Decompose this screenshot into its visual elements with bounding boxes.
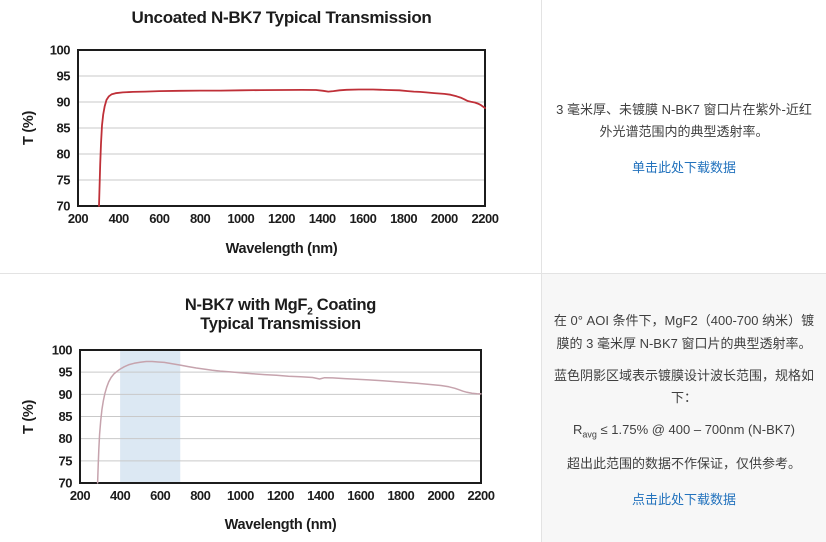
coated-chart-panel: N-BK7 with MgF2 Coating Typical Transmis… <box>0 273 541 542</box>
svg-text:1800: 1800 <box>390 211 417 226</box>
svg-text:800: 800 <box>190 211 210 226</box>
uncoated-chart-title: Uncoated N-BK7 Typical Transmission <box>131 8 432 27</box>
svg-text:1600: 1600 <box>349 211 376 226</box>
uncoated-description-panel: 3 毫米厚、未镀膜 N-BK7 窗口片在紫外-近红外光谱范围内的典型透射率。 单… <box>542 0 826 273</box>
svg-text:1200: 1200 <box>268 211 295 226</box>
spec-subscript: avg <box>582 429 597 440</box>
svg-text:1000: 1000 <box>227 488 254 503</box>
svg-text:70: 70 <box>57 199 71 214</box>
svg-text:75: 75 <box>57 173 71 188</box>
svg-text:85: 85 <box>57 121 71 136</box>
svg-text:600: 600 <box>150 488 170 503</box>
coated-x-axis-label: Wavelength (nm) <box>224 517 337 533</box>
uncoated-description-text: 3 毫米厚、未镀膜 N-BK7 窗口片在紫外-近红外光谱范围内的典型透射率。 <box>556 102 812 140</box>
horizontal-divider <box>0 273 826 274</box>
uncoated-transmission-plot: 70 75 80 85 90 95 100 200 400 600 800 1000 1200 1400 1… <box>50 43 499 227</box>
svg-text:1000: 1000 <box>227 211 254 226</box>
svg-text:80: 80 <box>57 147 71 162</box>
svg-text:75: 75 <box>59 453 73 468</box>
spec-rest: ≤ 1.75% @ 400 – 700nm (N-BK7) <box>596 421 795 437</box>
svg-text:1800: 1800 <box>387 488 414 503</box>
svg-text:100: 100 <box>50 43 70 58</box>
svg-text:85: 85 <box>59 409 73 424</box>
svg-text:2200: 2200 <box>468 488 495 503</box>
vertical-divider <box>541 0 542 542</box>
coated-disclaimer-text: 超出此范围的数据不作保证，仅供参考。 <box>566 455 801 471</box>
coated-description-text: 在 0° AOI 条件下，MgF2（400-700 纳米）镀膜的 3 毫米厚 N… <box>553 313 815 351</box>
uncoated-x-axis-label: Wavelength (nm) <box>225 241 338 257</box>
coated-title-line2: Typical Transmission <box>200 315 361 333</box>
svg-text:1600: 1600 <box>347 488 374 503</box>
svg-text:70: 70 <box>59 476 73 491</box>
uncoated-download-data-link[interactable]: 单击此处下载数据 <box>631 160 736 176</box>
svg-text:400: 400 <box>110 488 130 503</box>
svg-text:90: 90 <box>59 387 73 402</box>
svg-text:1200: 1200 <box>267 488 294 503</box>
svg-text:1400: 1400 <box>307 488 334 503</box>
coated-title-subscript: 2 <box>307 306 313 318</box>
coated-chart-title: N-BK7 with MgF2 Coating Typical Transmis… <box>80 296 481 334</box>
coated-spec-text: Ravg ≤ 1.75% @ 400 – 700nm (N-BK7) <box>573 419 795 443</box>
svg-text:600: 600 <box>149 211 169 226</box>
coated-title-line1-post: Coating <box>312 296 377 314</box>
coated-description-panel: 在 0° AOI 条件下，MgF2（400-700 纳米）镀膜的 3 毫米厚 N… <box>542 274 826 542</box>
uncoated-chart-panel: Uncoated N-BK7 Typical Transmission T (%… <box>0 0 541 273</box>
svg-text:100: 100 <box>52 343 72 358</box>
coated-title-line1-pre: N-BK7 with MgF <box>184 296 308 314</box>
svg-text:80: 80 <box>59 431 73 446</box>
svg-text:400: 400 <box>109 211 129 226</box>
svg-text:200: 200 <box>70 488 90 503</box>
svg-text:200: 200 <box>68 211 88 226</box>
coated-download-data-link[interactable]: 点击此处下载数据 <box>631 491 736 507</box>
svg-text:95: 95 <box>57 69 71 84</box>
coated-transmission-plot: 70 75 80 85 90 95 100 200 400 600 800 1000 1200 1400 1… <box>52 343 495 504</box>
svg-text:2200: 2200 <box>472 211 499 226</box>
svg-text:95: 95 <box>59 365 73 380</box>
svg-text:90: 90 <box>57 95 71 110</box>
svg-text:1400: 1400 <box>309 211 336 226</box>
svg-text:2000: 2000 <box>431 211 458 226</box>
coated-band-note-text: 蓝色阴影区域表示镀膜设计波长范围，规格如下： <box>553 367 814 405</box>
spec-r: R <box>573 421 583 437</box>
svg-text:800: 800 <box>190 488 210 503</box>
svg-text:2000: 2000 <box>427 488 454 503</box>
